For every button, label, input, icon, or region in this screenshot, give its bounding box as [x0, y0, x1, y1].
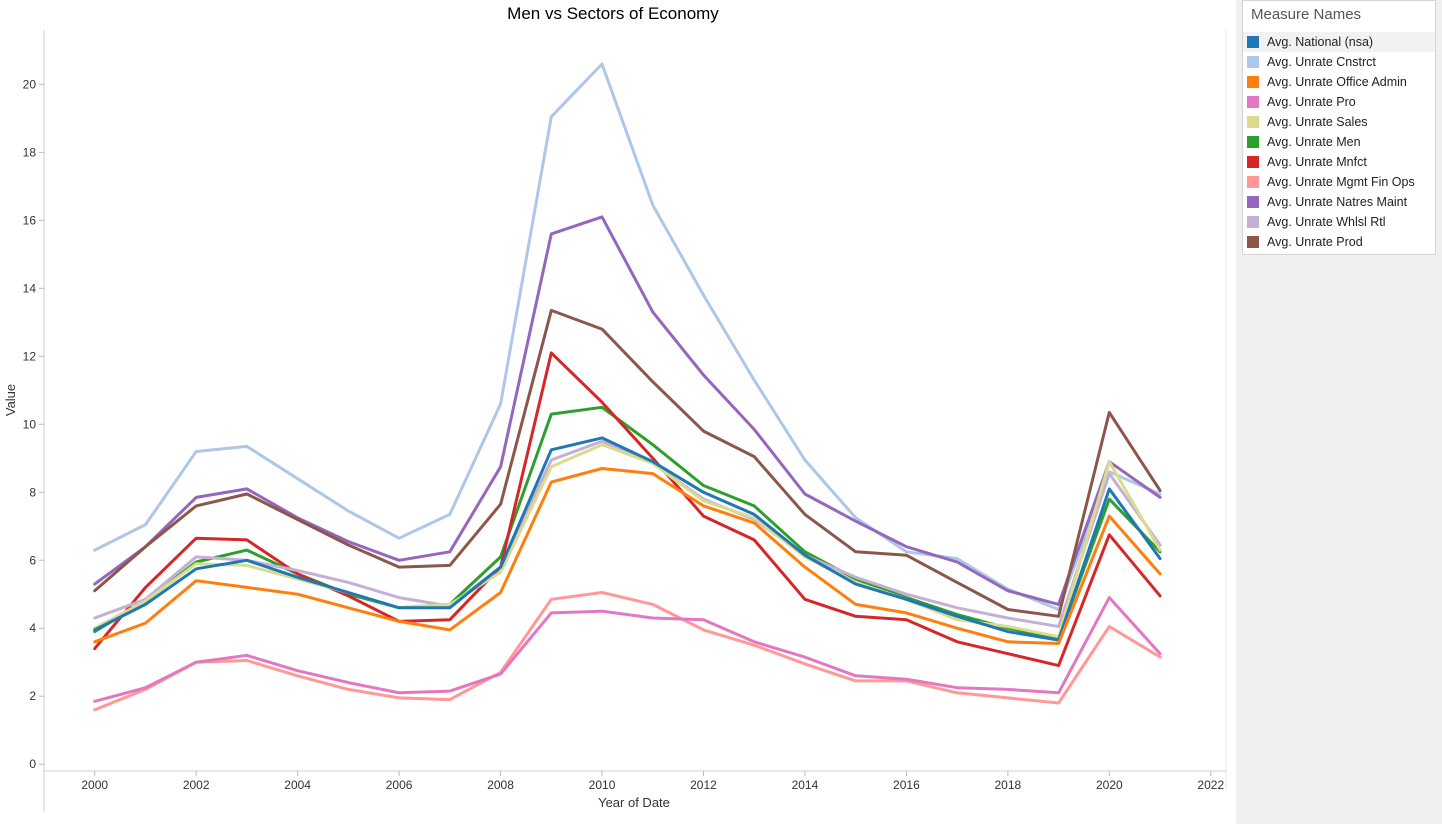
legend-item-avg-unrate-mnfct[interactable]: Avg. Unrate Mnfct [1243, 152, 1435, 172]
x-axis-label: Year of Date [598, 795, 670, 810]
series-line-avg-unrate-natres-maint [93, 215, 1162, 606]
y-tick-label: 8 [29, 485, 36, 499]
legend-item-avg-unrate-office-admin[interactable]: Avg. Unrate Office Admin [1243, 72, 1435, 92]
legend-label: Avg. Unrate Men [1267, 135, 1361, 149]
series-line-avg-unrate-whlsl-rtl [93, 439, 1162, 628]
legend-swatch [1247, 96, 1259, 108]
x-tick-label: 2002 [183, 778, 210, 792]
legend-swatch [1247, 136, 1259, 148]
y-tick-label: 18 [23, 145, 37, 159]
legend-item-avg-unrate-pro[interactable]: Avg. Unrate Pro [1243, 92, 1435, 112]
x-tick-label: 2012 [690, 778, 717, 792]
legend-item-avg-unrate-whlsl-rtl[interactable]: Avg. Unrate Whlsl Rtl [1243, 212, 1435, 232]
legend-label: Avg. Unrate Whlsl Rtl [1267, 215, 1386, 229]
y-axis: 0 2 4 6 8 10 12 14 16 18 20 [23, 77, 44, 771]
series-line-avg-unrate-prod [93, 308, 1162, 618]
series-line-avg-unrate-office-admin [93, 467, 1162, 645]
legend-label: Avg. Unrate Sales [1267, 115, 1368, 129]
y-tick-label: 14 [23, 281, 37, 295]
x-tick-label: 2018 [995, 778, 1022, 792]
x-tick-label: 2016 [893, 778, 920, 792]
line-chart: Men vs Sectors of Economy 0 2 4 6 8 10 12 14 16 1… [3, 4, 1227, 812]
legend-item-avg-unrate-prod[interactable]: Avg. Unrate Prod [1243, 232, 1435, 252]
series-line-avg-unrate-sales [93, 443, 1162, 639]
legend-swatch [1247, 76, 1259, 88]
legend-item-avg-national-nsa[interactable]: Avg. National (nsa) [1243, 32, 1435, 52]
legend-title: Measure Names [1251, 6, 1362, 23]
series-lines [93, 62, 1162, 712]
legend-item-avg-unrate-men[interactable]: Avg. Unrate Men [1243, 132, 1435, 152]
series-line-avg-unrate-pro [93, 596, 1162, 703]
x-tick-label: 2014 [792, 778, 819, 792]
legend-swatch [1247, 236, 1259, 248]
legend-item-avg-unrate-sales[interactable]: Avg. Unrate Sales [1243, 112, 1435, 132]
x-tick-label: 2000 [81, 778, 108, 792]
legend-items: Avg. National (nsa) Avg. Unrate Cnstrct Av… [1243, 32, 1435, 252]
x-axis: 2000 2002 2004 2006 2008 2010 2012 2014 2016 2018… [81, 771, 1224, 792]
legend-swatch [1247, 116, 1259, 128]
series-line-avg-unrate-mnfct [93, 351, 1162, 668]
y-tick-label: 16 [23, 213, 37, 227]
legend-item-avg-unrate-natres-maint[interactable]: Avg. Unrate Natres Maint [1243, 192, 1435, 212]
y-tick-label: 6 [29, 553, 36, 567]
legend-label: Avg. Unrate Mnfct [1267, 155, 1367, 169]
y-tick-label: 20 [23, 77, 37, 91]
legend-swatch [1247, 56, 1259, 68]
y-tick-label: 0 [29, 757, 36, 771]
series-line-avg-unrate-men [93, 405, 1162, 640]
side-panel: Measure Names Avg. National (nsa) Avg. Un… [1236, 0, 1442, 824]
legend-label: Avg. Unrate Pro [1267, 95, 1356, 109]
legend-item-avg-unrate-cnstrct[interactable]: Avg. Unrate Cnstrct [1243, 52, 1435, 72]
series-line-avg-unrate-mgmt-fin-ops [93, 591, 1162, 712]
x-tick-label: 2008 [487, 778, 514, 792]
y-tick-label: 12 [23, 349, 37, 363]
legend-label: Avg. Unrate Office Admin [1267, 75, 1407, 89]
series-line-avg-national-nsa [93, 436, 1162, 642]
legend-label: Avg. Unrate Prod [1267, 235, 1363, 249]
y-tick-label: 10 [23, 417, 37, 431]
legend-swatch [1247, 36, 1259, 48]
legend-label: Avg. Unrate Cnstrct [1267, 55, 1376, 69]
legend: Measure Names Avg. National (nsa) Avg. Un… [1242, 0, 1436, 255]
legend-label: Avg. National (nsa) [1267, 35, 1374, 49]
chart-title: Men vs Sectors of Economy [507, 4, 719, 23]
x-tick-label: 2006 [386, 778, 413, 792]
legend-swatch [1247, 196, 1259, 208]
series-line-avg-unrate-cnstrct [93, 62, 1162, 611]
legend-swatch [1247, 216, 1259, 228]
x-tick-label: 2020 [1096, 778, 1123, 792]
legend-item-avg-unrate-mgmt-fin-ops[interactable]: Avg. Unrate Mgmt Fin Ops [1243, 172, 1435, 192]
y-tick-label: 4 [29, 621, 36, 635]
legend-label: Avg. Unrate Natres Maint [1267, 195, 1408, 209]
legend-label: Avg. Unrate Mgmt Fin Ops [1267, 175, 1415, 189]
y-tick-label: 2 [29, 689, 36, 703]
y-axis-label: Value [3, 384, 18, 416]
legend-swatch [1247, 176, 1259, 188]
x-tick-label: 2004 [284, 778, 311, 792]
x-tick-label: 2022 [1197, 778, 1224, 792]
chart-area: Men vs Sectors of Economy 0 2 4 6 8 10 12 14 16 1… [3, 4, 1227, 812]
x-tick-label: 2010 [589, 778, 616, 792]
legend-swatch [1247, 156, 1259, 168]
